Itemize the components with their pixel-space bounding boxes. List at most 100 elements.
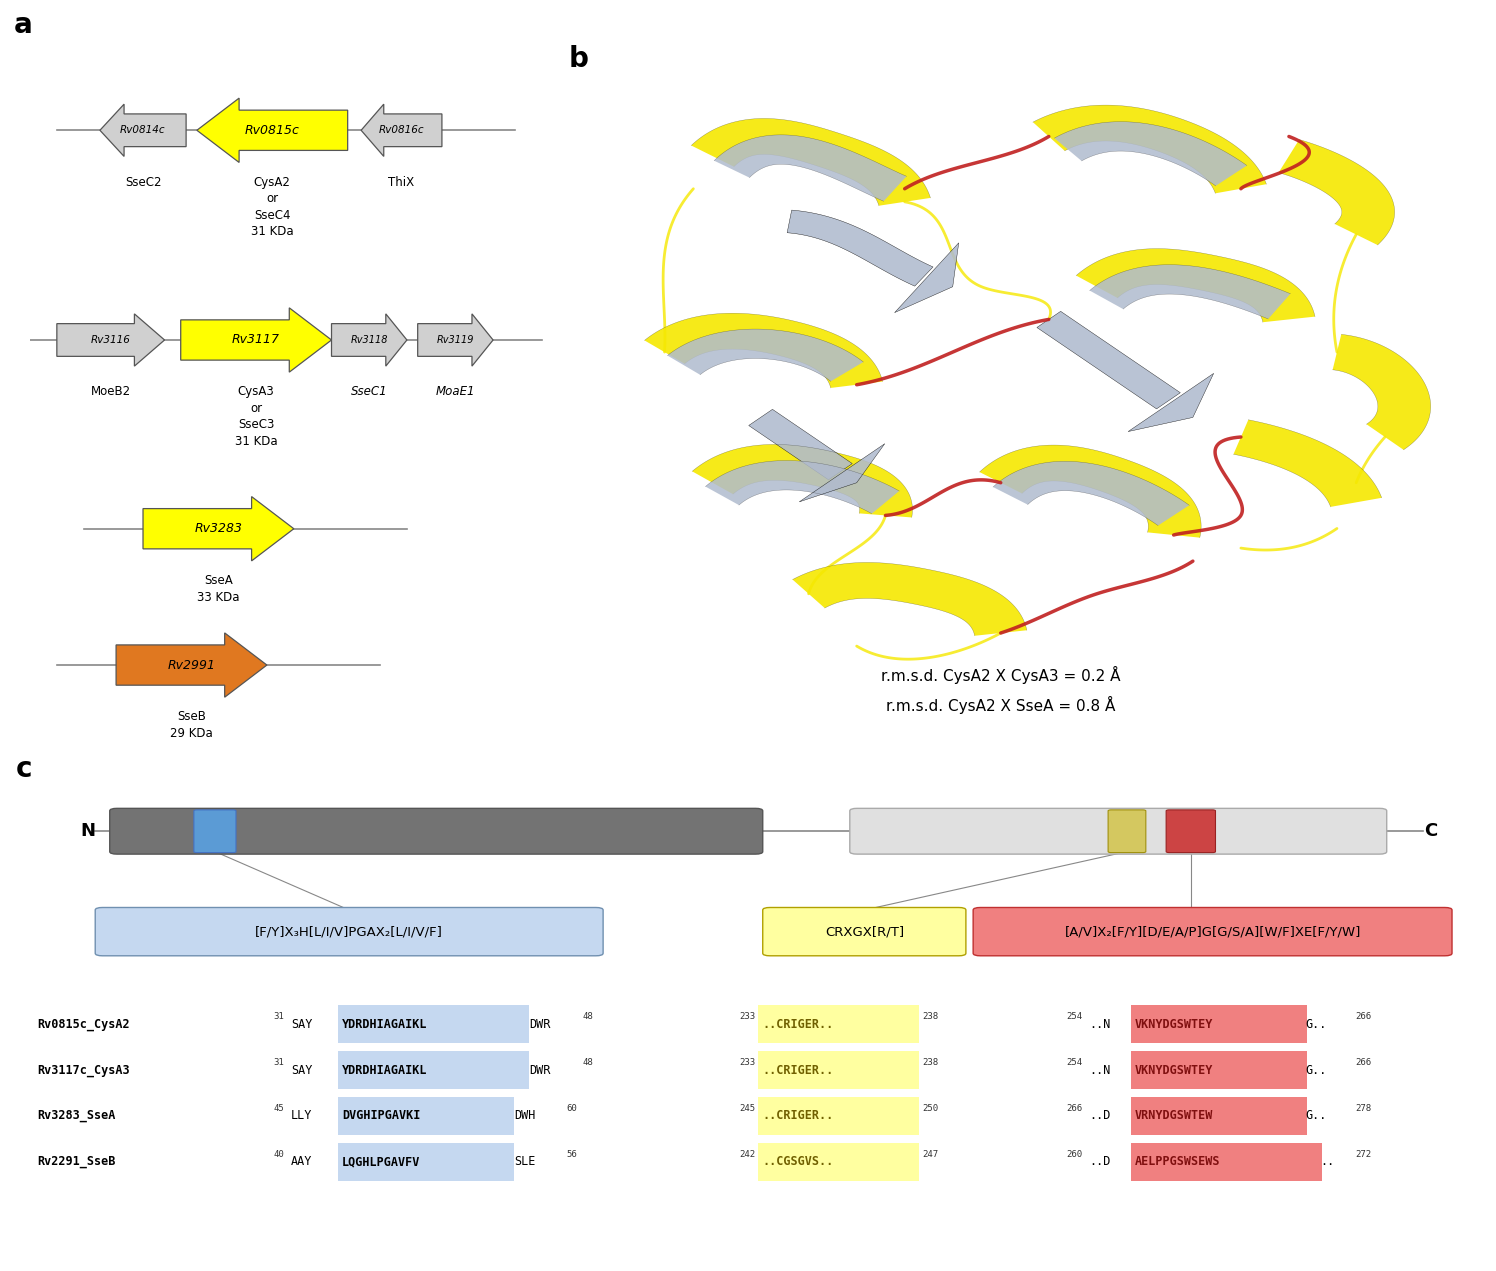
FancyBboxPatch shape [850,808,1387,854]
Polygon shape [645,313,883,388]
Bar [338,1051,530,1089]
Polygon shape [1037,311,1180,409]
Polygon shape [993,461,1189,526]
Text: VKNYDGSWTEY: VKNYDGSWTEY [1135,1018,1213,1031]
Bar [758,1051,920,1089]
Text: ..: .. [1321,1155,1334,1168]
Text: 238: 238 [923,1012,938,1022]
Polygon shape [417,314,494,366]
Polygon shape [895,243,959,313]
Text: YDRDHIAGAIKL: YDRDHIAGAIKL [343,1018,428,1031]
FancyBboxPatch shape [194,810,236,853]
Text: ..N: ..N [1089,1018,1110,1031]
Text: C: C [1424,822,1436,840]
Polygon shape [714,135,907,201]
Polygon shape [667,329,863,381]
Text: CysA2
or
SseC4
31 KDa: CysA2 or SseC4 31 KDa [251,175,293,238]
Text: MoaE1: MoaE1 [435,385,476,398]
Text: Rv3118: Rv3118 [350,336,387,344]
Text: Rv2291_SseB: Rv2291_SseB [37,1155,115,1168]
Text: 250: 250 [923,1103,938,1113]
Text: MoeB2: MoeB2 [91,385,130,398]
FancyBboxPatch shape [763,907,966,956]
Text: CysA3
or
SseC3
31 KDa: CysA3 or SseC3 31 KDa [235,385,277,447]
Text: CRXGX[R/T]: CRXGX[R/T] [824,925,904,938]
Text: ThiX: ThiX [389,175,414,188]
Bar [1131,1143,1322,1181]
Text: VRNYDGSWTEW: VRNYDGSWTEW [1135,1110,1213,1122]
Text: ..D: ..D [1089,1110,1110,1122]
Text: Rv3116: Rv3116 [91,336,130,344]
Bar [758,1005,920,1043]
Text: DVGHIPGAVKI: DVGHIPGAVKI [343,1110,420,1122]
Polygon shape [1032,105,1267,193]
Text: 266: 266 [1065,1103,1082,1113]
Text: ..CRIGER..: ..CRIGER.. [763,1064,833,1077]
Text: a: a [13,11,33,39]
Text: [F/Y]X₃H[L/I/V]PGAX₂[L/I/V/F]: [F/Y]X₃H[L/I/V]PGAX₂[L/I/V/F] [256,925,443,938]
Polygon shape [748,409,853,479]
Text: 56: 56 [567,1149,577,1159]
Text: r.m.s.d. CysA2 X CysA3 = 0.2 Å: r.m.s.d. CysA2 X CysA3 = 0.2 Å [881,666,1121,685]
Text: SseC1: SseC1 [352,385,387,398]
Polygon shape [117,633,266,698]
Text: 233: 233 [739,1057,755,1068]
FancyBboxPatch shape [109,808,763,854]
Text: 272: 272 [1355,1149,1372,1159]
Text: Rv3117c_CysA3: Rv3117c_CysA3 [37,1064,130,1077]
Text: LQGHLPGAVFV: LQGHLPGAVFV [343,1155,420,1168]
Text: Rv3283_SseA: Rv3283_SseA [37,1110,115,1122]
Polygon shape [197,98,347,163]
Text: DWR: DWR [530,1018,551,1031]
Text: 278: 278 [1355,1103,1372,1113]
Text: 233: 233 [739,1012,755,1022]
Text: ..D: ..D [1089,1155,1110,1168]
Text: 245: 245 [739,1103,755,1113]
Bar [338,1143,513,1181]
Text: 31: 31 [274,1057,284,1068]
Polygon shape [1279,140,1394,245]
Polygon shape [1234,419,1382,507]
Text: Rv0815c_CysA2: Rv0815c_CysA2 [37,1018,130,1031]
Text: 45: 45 [274,1103,284,1113]
FancyBboxPatch shape [1167,810,1215,853]
Polygon shape [57,314,165,366]
Text: 247: 247 [923,1149,938,1159]
Polygon shape [787,210,934,286]
Bar [758,1143,920,1181]
Polygon shape [980,445,1201,538]
Text: 266: 266 [1355,1012,1372,1022]
Text: LLY: LLY [292,1110,313,1122]
Text: 266: 266 [1355,1057,1372,1068]
Text: G..: G.. [1306,1110,1327,1122]
Bar [1131,1097,1308,1135]
Text: r.m.s.d. CysA2 X SseA = 0.8 Å: r.m.s.d. CysA2 X SseA = 0.8 Å [886,695,1116,714]
Polygon shape [361,104,441,156]
FancyBboxPatch shape [972,907,1453,956]
Text: N: N [81,822,96,840]
Polygon shape [1076,249,1315,323]
Bar [1131,1005,1308,1043]
Polygon shape [1333,334,1430,450]
Polygon shape [332,314,407,366]
Text: 254: 254 [1065,1012,1082,1022]
Polygon shape [100,104,186,156]
Bar [758,1097,920,1135]
Text: b: b [568,44,588,72]
Text: SAY: SAY [292,1018,313,1031]
FancyBboxPatch shape [1109,810,1146,853]
Text: 48: 48 [582,1012,592,1022]
Text: 40: 40 [274,1149,284,1159]
Polygon shape [691,118,931,206]
Text: c: c [15,755,31,783]
Text: 31: 31 [274,1012,284,1022]
Text: SLE: SLE [513,1155,536,1168]
Text: Rv0815c: Rv0815c [245,123,299,137]
Text: 242: 242 [739,1149,755,1159]
Text: SAY: SAY [292,1064,313,1077]
Text: ..N: ..N [1089,1064,1110,1077]
Text: 60: 60 [567,1103,577,1113]
Polygon shape [181,308,332,372]
Text: 254: 254 [1065,1057,1082,1068]
Polygon shape [693,445,913,517]
